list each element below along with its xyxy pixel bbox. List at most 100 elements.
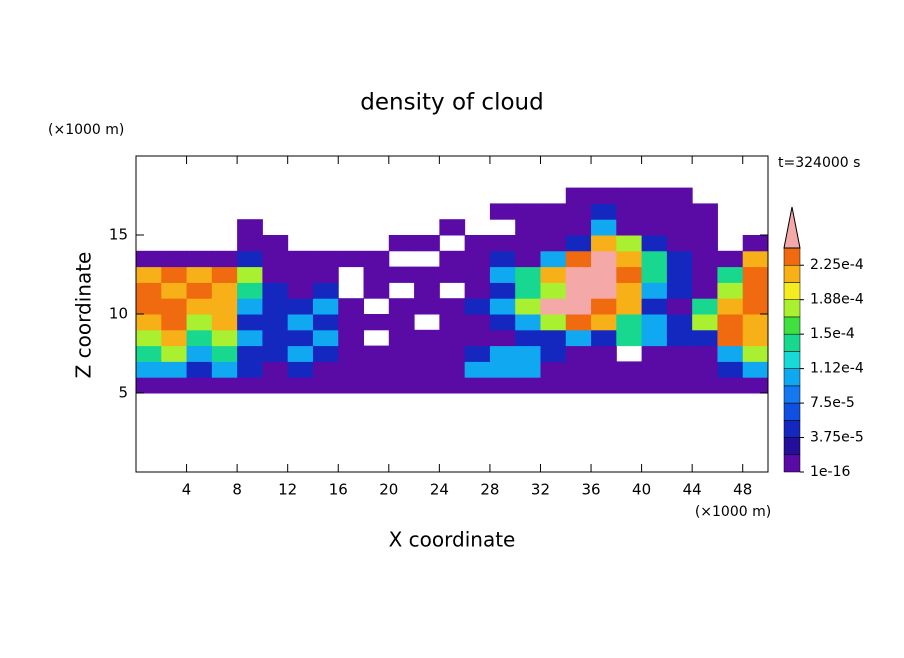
contour-cell: [616, 235, 643, 252]
contour-cell: [515, 298, 541, 315]
colorbar-tick-label: 1e-16: [810, 464, 850, 480]
contour-cell: [363, 282, 390, 299]
contour-cell: [591, 266, 617, 283]
contour-cell: [692, 235, 718, 252]
contour-cell: [464, 329, 491, 347]
contour-cell: [565, 219, 592, 236]
contour-cell: [515, 361, 541, 378]
contour-cell: [338, 345, 365, 362]
contour-cell: [616, 250, 643, 268]
contour-cell: [540, 298, 567, 315]
contour-cell: [515, 219, 541, 236]
contour-cell: [388, 329, 415, 347]
contour-cell: [742, 377, 769, 394]
contour-cell: [161, 250, 188, 268]
contour-cell: [312, 298, 339, 315]
contour-cell: [312, 314, 339, 331]
contour-cell: [692, 219, 718, 236]
colorbar-overflow: [783, 206, 801, 249]
contour-cell: [136, 377, 162, 394]
contour-cell: [666, 250, 693, 268]
contour-cell: [489, 314, 516, 331]
contour-cell: [262, 377, 289, 394]
contour-cell: [742, 266, 769, 283]
contour-cell: [489, 282, 516, 299]
contour-cell: [591, 298, 617, 315]
x-tick-label: 40: [632, 481, 651, 499]
contour-cell: [161, 377, 188, 394]
contour-cell: [464, 361, 491, 378]
contour-cell: [742, 329, 769, 347]
contour-cell: [388, 361, 415, 378]
contour-cell: [287, 282, 314, 299]
contour-cell: [692, 329, 718, 347]
contour-cell: [186, 361, 213, 378]
contour-cell: [414, 345, 440, 362]
contour-cell: [186, 266, 213, 283]
contour-cell: [742, 282, 769, 299]
contour-cell: [616, 219, 643, 236]
contour-cell: [439, 314, 466, 331]
contour-cell: [338, 250, 365, 268]
contour-cell: [237, 377, 263, 394]
contour-cell: [515, 250, 541, 268]
contour-cell: [489, 203, 516, 220]
contour-cell: [439, 298, 466, 315]
contour-cell: [591, 314, 617, 331]
contour-cell: [312, 329, 339, 347]
contour-cell: [565, 377, 592, 394]
contour-cell: [515, 203, 541, 220]
contour-cell: [565, 235, 592, 252]
contour-cell: [136, 266, 162, 283]
contour-cell: [717, 361, 744, 378]
contour-cell: [540, 361, 567, 378]
contour-cell: [464, 345, 491, 362]
contour-cell: [515, 377, 541, 394]
contour-cell: [540, 250, 567, 268]
contour-cell: [338, 377, 365, 394]
x-tick-label: 4: [182, 481, 192, 499]
time-annotation: t=324000 s: [778, 155, 860, 171]
contour-cell: [616, 329, 643, 347]
x-tick-label: 44: [683, 481, 702, 499]
contour-cell: [717, 314, 744, 331]
colorbar-band: [783, 454, 801, 473]
contour-cell: [161, 361, 188, 378]
contour-cell: [464, 314, 491, 331]
contour-cell: [641, 345, 668, 362]
contour-cell: [211, 266, 238, 283]
contour-cell: [211, 282, 238, 299]
contour-cell: [742, 345, 769, 362]
contour-cell: [565, 282, 592, 299]
contour-cell: [312, 250, 339, 268]
plot-frame: [135, 155, 769, 473]
contour-cell: [312, 282, 339, 299]
colorbar-band: [783, 282, 801, 300]
x-tick-label: 20: [379, 481, 398, 499]
contour-cell: [439, 219, 466, 236]
contour-cell: [414, 235, 440, 252]
contour-cell: [211, 314, 238, 331]
contour-cell: [616, 361, 643, 378]
colorbar-band: [783, 316, 801, 335]
contour-cell: [237, 345, 263, 362]
colorbar-band: [783, 264, 801, 283]
contour-cell: [692, 377, 718, 394]
contour-cell: [641, 266, 668, 283]
contour-cell: [540, 377, 567, 394]
contour-cell: [338, 361, 365, 378]
contour-cell: [489, 361, 516, 378]
contour-cell: [464, 282, 491, 299]
contour-cell: [666, 361, 693, 378]
x-tick-label: 32: [531, 481, 550, 499]
contour-cell: [136, 250, 162, 268]
contour-cell: [287, 361, 314, 378]
contour-cell: [565, 345, 592, 362]
contour-cell: [464, 377, 491, 394]
contour-cell: [287, 298, 314, 315]
contour-cell: [540, 314, 567, 331]
contour-cell: [464, 266, 491, 283]
contour-cell: [591, 250, 617, 268]
contour-cell: [414, 298, 440, 315]
contour-cell: [641, 203, 668, 220]
